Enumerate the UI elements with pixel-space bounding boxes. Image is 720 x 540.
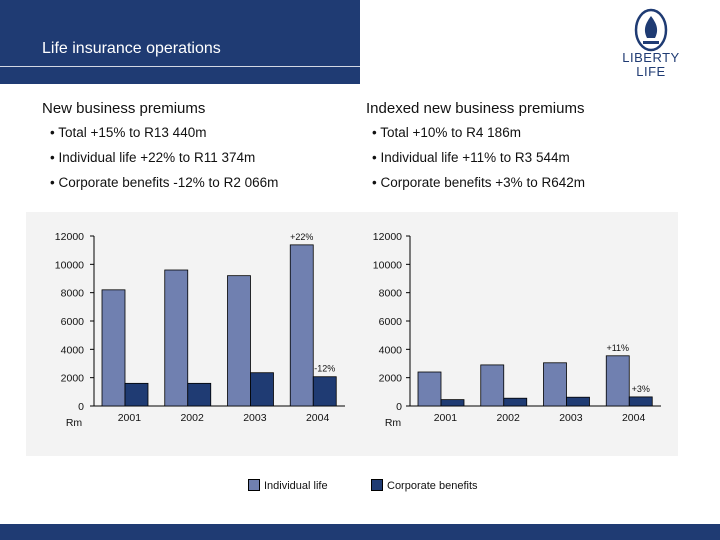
chart1-y-tick-label: 2000 — [61, 373, 85, 385]
logo-text-life: LIFE — [636, 64, 666, 79]
liberty-life-logo: LIBERTY LIFE — [612, 8, 690, 80]
left-section-title: New business premiums — [42, 100, 206, 117]
right-bullet-individual: • Individual life +11% to R3 544m — [372, 150, 570, 165]
chart1-y-axis-label: Rm — [66, 417, 83, 429]
chart1-bar-corporate — [124, 382, 149, 407]
chart1-y-tick-label: 10000 — [55, 259, 84, 271]
chart1-bar-individual — [164, 269, 189, 407]
chart1-bar-corporate — [187, 382, 212, 407]
chart2-x-tick-label: 2001 — [434, 412, 458, 424]
right-section-title: Indexed new business premiums — [366, 100, 585, 117]
chart1-annotation: -12% — [314, 364, 335, 374]
chart1-bar-corporate — [312, 376, 337, 407]
chart1-bar-individual — [227, 275, 251, 407]
chart2-y-tick-label: 10000 — [373, 259, 402, 271]
chart1-bar-individual — [289, 244, 314, 407]
chart2-annotation: +3% — [632, 384, 650, 394]
chart1-y-tick-label: 8000 — [61, 288, 85, 300]
legend-swatch-individual — [248, 479, 260, 491]
chart2-bar-individual — [417, 371, 442, 407]
left-bullet-individual: • Individual life +22% to R11 374m — [50, 150, 256, 165]
chart2-bar-individual — [543, 362, 567, 407]
chart1-x-tick-label: 2002 — [180, 412, 204, 424]
chart-panel — [26, 212, 678, 456]
chart1-y-tick-label: 6000 — [61, 316, 85, 328]
chart2-bar-corporate — [566, 396, 590, 407]
chart1-y-tick-label: 4000 — [61, 344, 85, 356]
right-bullet-corporate: • Corporate benefits +3% to R642m — [372, 175, 585, 190]
legend-label-corporate: Corporate benefits — [387, 480, 478, 492]
chart2-bar-individual — [480, 364, 505, 407]
chart1-annotation: +22% — [290, 232, 313, 242]
chart2-bar-corporate — [440, 399, 465, 407]
chart2-y-tick-label: 6000 — [379, 316, 403, 328]
chart2-annotation: +11% — [606, 343, 629, 353]
chart2-y-axis-label: Rm — [385, 417, 402, 429]
chart2-y-tick-label: 2000 — [379, 373, 403, 385]
legend-swatch-corporate — [371, 479, 383, 491]
header-band — [0, 0, 360, 84]
chart2-y-tick-label: 12000 — [373, 231, 402, 243]
page-title: Life insurance operations — [42, 40, 221, 57]
chart1-bar-individual — [101, 289, 126, 407]
chart2-bar-individual — [605, 355, 630, 407]
chart2-x-tick-label: 2004 — [622, 412, 646, 424]
chart2-bar-corporate — [503, 397, 528, 407]
legend-label-individual: Individual life — [264, 480, 328, 492]
left-bullet-total: • Total +15% to R13 440m — [50, 125, 207, 140]
chart1-x-tick-label: 2004 — [306, 412, 330, 424]
chart1-y-tick-label: 12000 — [55, 231, 84, 243]
logo-text-liberty: LIBERTY — [622, 50, 680, 65]
chart1-bar-corporate — [250, 372, 274, 407]
right-bullet-total: • Total +10% to R4 186m — [372, 125, 521, 140]
chart2-y-tick-label: 8000 — [379, 288, 403, 300]
chart2-y-tick-label: 0 — [396, 401, 402, 413]
chart1-y-tick-label: 0 — [78, 401, 84, 413]
chart2-x-tick-label: 2002 — [496, 412, 520, 424]
chart2-x-tick-label: 2003 — [559, 412, 583, 424]
chart2-y-tick-label: 4000 — [379, 344, 403, 356]
flame-icon — [634, 8, 668, 52]
left-bullet-corporate: • Corporate benefits -12% to R2 066m — [50, 175, 279, 190]
header-divider — [0, 66, 360, 67]
chart1-x-tick-label: 2001 — [118, 412, 142, 424]
footer-band — [0, 524, 720, 540]
chart2-bar-corporate — [628, 396, 653, 407]
chart1-x-tick-label: 2003 — [243, 412, 267, 424]
